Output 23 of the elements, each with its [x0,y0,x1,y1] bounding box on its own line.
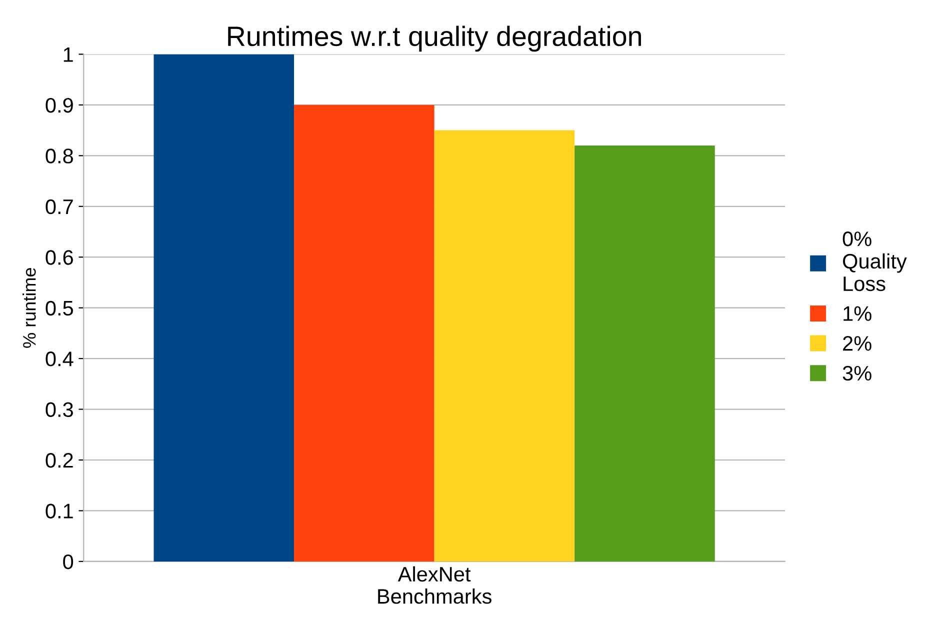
y-tick-label: 0.5 [46,300,74,316]
y-tick-label: 0.6 [46,250,73,265]
y-tick-label: 0.2 [46,453,73,468]
legend-label: 1% [844,306,872,321]
y-tick-label: 1 [64,47,73,62]
bar [574,146,715,562]
y-tick-label: 0.8 [46,148,73,164]
x-axis-title: Benchmarks [378,588,492,604]
y-tick-label: 0.3 [46,402,73,418]
y-tick-label: 0.1 [46,504,73,518]
y-axis-title: % runtime [22,268,36,348]
chart-title: Runtimes w.r.t quality degradation [228,26,641,52]
y-tick-label: 0.7 [46,199,73,214]
bar [154,54,294,562]
legend-label: 2% [843,336,872,351]
bar [434,130,575,562]
y-tick-label: 0.4 [46,352,74,366]
x-tick-label: AlexNet [398,566,471,582]
bar [294,104,434,562]
y-tick-label: 0 [63,554,74,570]
legend-label: 3% [842,366,872,381]
legend-label: 0% Quality Loss [842,231,907,292]
y-tick-label: 0.9 [46,98,73,113]
